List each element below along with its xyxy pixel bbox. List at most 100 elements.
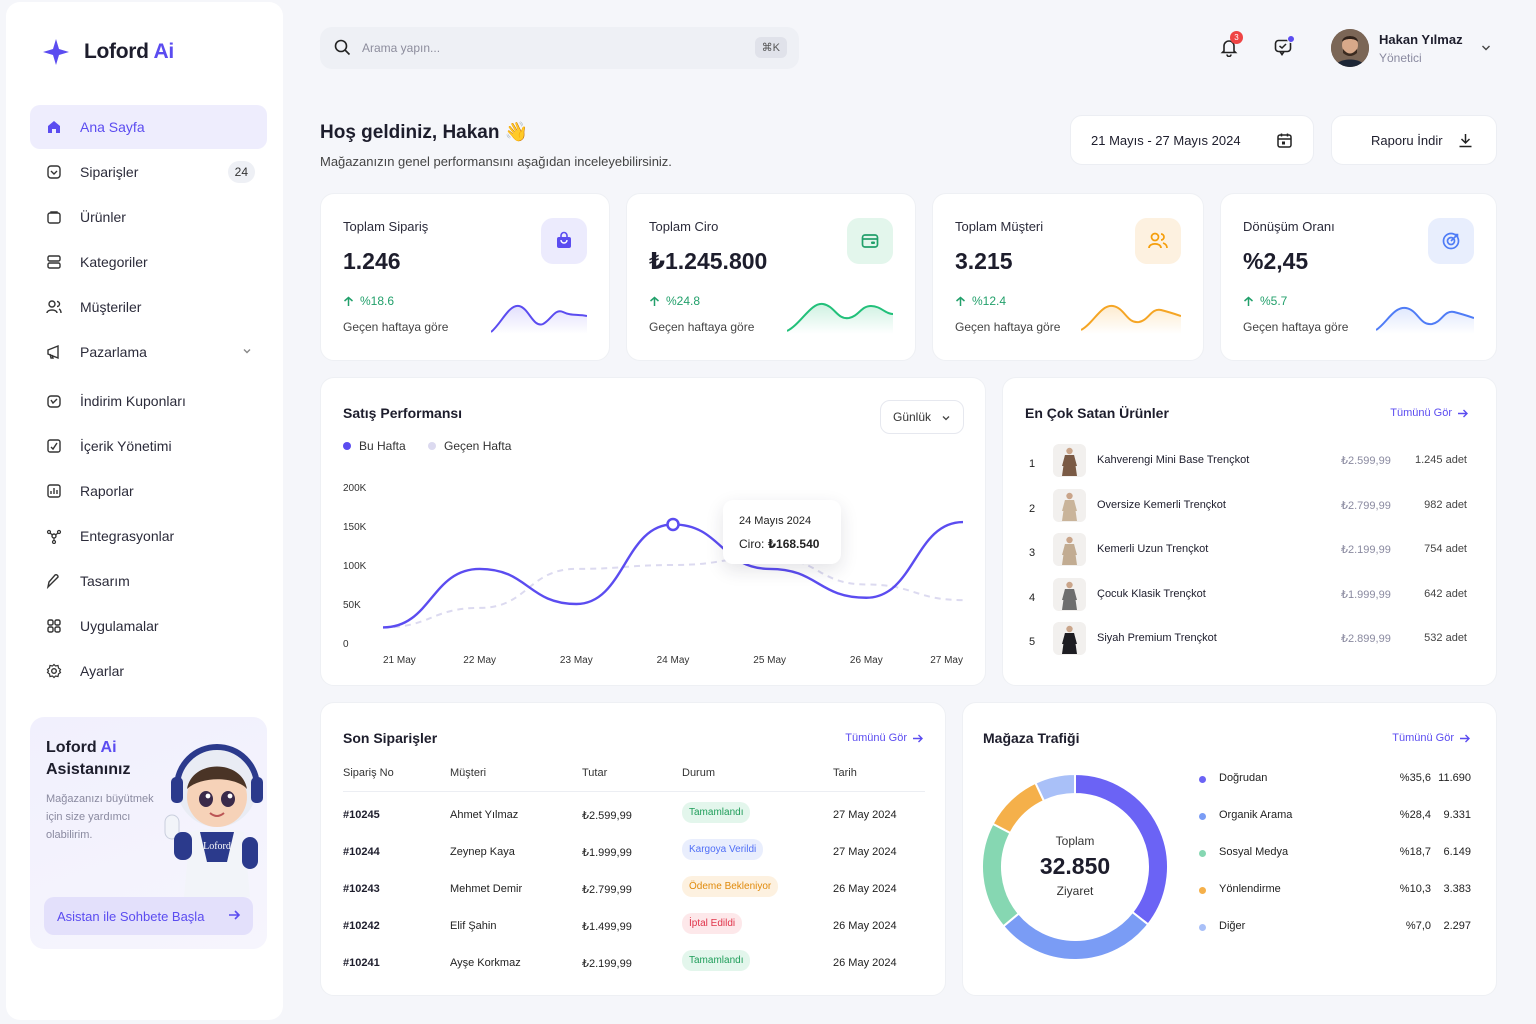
product-row[interactable]: 3 Kemerli Uzun Trençkot ₺2.199,99 754 adet [1003,533,1497,577]
sidebar-item-products[interactable]: Ürünler [30,195,267,239]
user-name[interactable]: Hakan Yılmaz [1379,32,1463,47]
stat-note: Geçen haftaya göre [955,320,1061,334]
sidebar-item-home[interactable]: Ana Sayfa [30,105,267,149]
series-line-this-week [382,520,964,629]
promo-title: Loford Ai Asistanınız [46,739,131,778]
stat-value: 1.246 [343,248,401,274]
sidebar-item-customers[interactable]: Müşteriler [30,285,267,329]
sidebar: Loford Ai Ana Sayfa Siparişler 24 Ürünle… [6,2,283,1020]
table-row[interactable]: #10245 Ahmet Yılmaz ₺2.599,99 Tamamlandı 27 … [321,801,945,838]
order-customer: Ahmet Yılmaz [450,809,519,821]
order-date: 26 May 2024 [833,920,897,932]
order-date: 26 May 2024 [833,883,897,895]
order-amount: ₺1.999,99 [582,847,632,859]
top-products-card: En Çok Satan Ürünler Tümünü Gör 1 Kahvere… [1002,377,1497,686]
sidebar-item-content[interactable]: İçerik Yönetimi [30,424,267,468]
x-tick-label: 22 May [463,655,496,666]
donut-total-label: Toplam [1055,834,1095,848]
brand-logo[interactable]: Loford Ai [42,38,174,66]
start-assistant-chat-button[interactable]: Asistan ile Sohbete Başla [44,897,253,935]
users-icon [46,300,62,314]
product-row[interactable]: 5 Siyah Premium Trençkot ₺2.899,99 532 adet [1003,622,1497,666]
stat-title: Toplam Ciro [649,219,719,234]
sidebar-item-integrations[interactable]: Entegrasyonlar [30,514,267,558]
stat-title: Dönüşüm Oranı [1243,219,1335,234]
robot-mascot-icon: Loford [164,744,263,897]
stat-card-customers: Toplam Müşteri 3.215 %12.4 Geçen haftaya… [932,193,1204,361]
legend-swatch [1199,850,1206,857]
highlighted-point[interactable] [666,517,680,532]
sidebar-nav: Ana Sayfa Siparişler 24 Ürünler Kategori… [30,105,267,694]
table-row[interactable]: #10244 Zeynep Kaya ₺1.999,99 Kargoya Verild… [321,838,945,875]
table-row[interactable]: #10243 Mehmet Demir ₺2.799,99 Ödeme Bekleni… [321,875,945,912]
see-all-link[interactable]: Tümünü Gör [1392,732,1470,744]
order-date: 27 May 2024 [833,809,897,821]
donut-slice[interactable] [1034,772,1076,803]
product-thumbnail [1053,444,1086,477]
date-range-picker[interactable]: 21 Mayıs - 27 Mayıs 2024 [1070,115,1314,165]
table-row[interactable]: #10242 Elif Şahin ₺1.499,99 İptal Edildi 26 … [321,912,945,949]
donut-slice[interactable] [1074,772,1169,926]
sidebar-item-marketing[interactable]: Pazarlama [30,330,267,374]
robot-chest-label: Loford [203,841,231,852]
y-tick-label: 150K [343,522,367,533]
donut-slice[interactable] [991,781,1046,835]
period-select[interactable]: Günlük [880,400,964,434]
chevron-down-icon[interactable] [241,345,253,357]
sidebar-item-categories[interactable]: Kategoriler [30,240,267,284]
product-rank: 5 [1029,636,1036,648]
recent-orders-card: Son Siparişler Tümünü Gör Sipariş No Müş… [320,702,946,996]
stat-change: %5.7 [1243,294,1287,308]
sidebar-item-label: Ayarlar [80,663,125,679]
product-quantity: 532 adet [1424,632,1467,644]
product-row[interactable]: 1 Kahverengi Mini Base Trençkot ₺2.599,99 1… [1003,444,1497,488]
chat-icon [1274,39,1292,56]
orders-icon [47,165,61,179]
sales-performance-card: Satış Performansı Günlük Bu Hafta Geçen … [320,377,986,686]
legend-item: Sosyal Medya %18,7 6.149 [1199,846,1471,866]
product-row[interactable]: 2 Oversize Kemerli Trençkot ₺2.799,99 982 a… [1003,488,1497,533]
stat-note: Geçen haftaya göre [343,320,449,334]
sidebar-item-label: Müşteriler [80,299,142,315]
button-label: Raporu İndir [1371,132,1443,148]
messages-button[interactable] [1273,35,1295,62]
stat-card-conversion: Dönüşüm Oranı %2,45 %5.7 Geçen haftaya g… [1220,193,1497,361]
coupon-icon [47,395,61,408]
page-subtitle: Mağazanızın genel performansını aşağıdan… [320,154,672,169]
sidebar-item-orders[interactable]: Siparişler 24 [30,150,267,194]
wallet-icon [861,234,879,248]
x-tick-label: 24 May [657,655,690,666]
sidebar-item-settings[interactable]: Ayarlar [30,649,267,693]
see-all-link[interactable]: Tümünü Gör [845,732,923,744]
orders-count-badge: 24 [227,161,255,183]
sidebar-item-apps[interactable]: Uygulamalar [30,604,267,648]
coat-icon [1062,581,1077,610]
search-input[interactable] [362,37,662,59]
notifications-button[interactable]: 3 [1219,31,1243,62]
chevron-down-icon[interactable] [1480,42,1492,54]
product-row[interactable]: 4 Çocuk Klasik Trençkot ₺1.999,99 642 adet [1003,577,1497,622]
y-tick-label: 200K [343,483,367,494]
column-header: Tarih [833,767,857,779]
sales-line-chart: 200K 150K 100K 50K 0 21 May 22 May 23 May 24 May… [343,483,964,666]
arrow-right-icon [1460,734,1470,742]
donut-slice[interactable] [1001,910,1150,961]
see-all-link[interactable]: Tümünü Gör [1390,407,1468,419]
download-report-button[interactable]: Raporu İndir [1331,115,1497,165]
coat-icon [1062,536,1077,565]
sidebar-item-label: Raporlar [80,483,134,499]
legend-name: Yönlendirme [1219,883,1281,895]
search-bar[interactable]: ⌘K [320,27,799,69]
sidebar-item-design[interactable]: Tasarım [30,559,267,603]
avatar[interactable] [1331,29,1369,67]
product-rank: 1 [1029,458,1036,470]
order-amount: ₺2.799,99 [582,884,632,896]
x-tick-label: 26 May [850,655,883,666]
sidebar-item-coupons[interactable]: İndirim Kuponları [30,379,267,423]
megaphone-icon [47,344,59,360]
legend-percent: %35,6 [1399,772,1431,784]
sidebar-item-reports[interactable]: Raporlar [30,469,267,513]
table-row[interactable]: #10241 Ayşe Korkmaz ₺2.199,99 Tamamlandı 26 … [321,949,945,986]
legend-count: 6.149 [1443,846,1471,858]
product-price: ₺2.799,99 [1341,499,1391,512]
